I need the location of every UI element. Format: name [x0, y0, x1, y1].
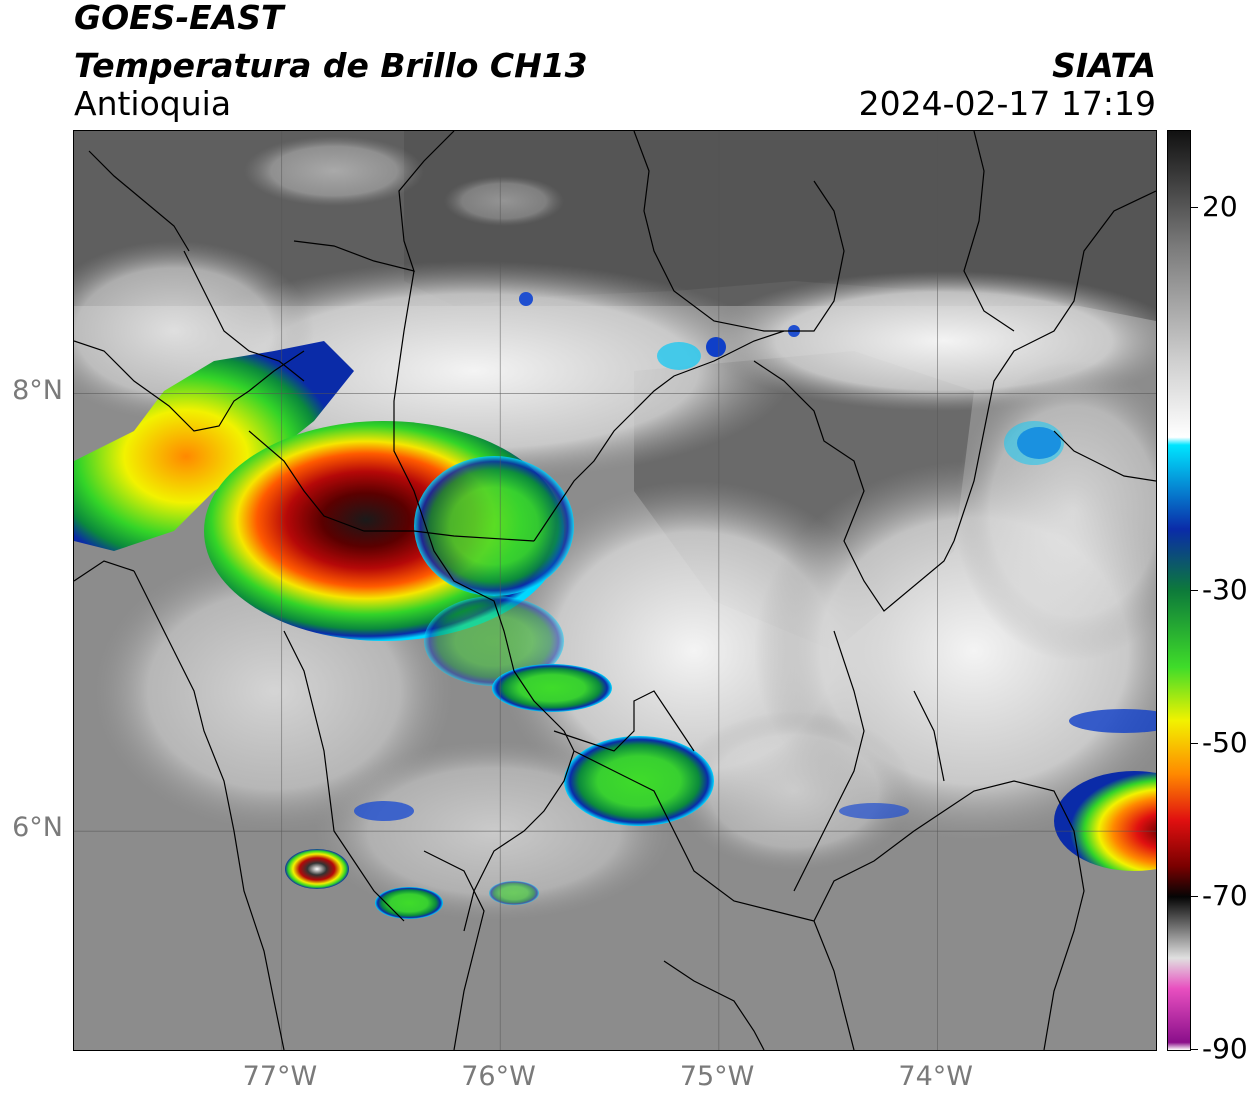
datetime-label: 2024-02-17 17:19: [858, 84, 1156, 123]
gridlines: [74, 131, 1156, 1050]
colorbar-tick-label: -90: [1202, 1032, 1248, 1065]
colorbar-tick-mark: [1190, 1049, 1198, 1050]
colorbar-tick-label: -30: [1202, 572, 1248, 606]
lon-tick-label: 77°W: [242, 1061, 318, 1092]
lon-tick-label: 75°W: [679, 1061, 755, 1092]
colorbar-tick-label: -70: [1202, 878, 1248, 912]
map-canvas: [74, 131, 1156, 1050]
satellite-map: [73, 130, 1157, 1051]
region-title: Antioquia: [74, 84, 232, 123]
lat-tick-label: 8°N: [12, 374, 63, 406]
colorbar-tick-label: -50: [1202, 725, 1248, 759]
brand-label: SIATA: [1052, 46, 1156, 85]
storm-cell-central: [564, 736, 714, 826]
colorbar-tick-label: 20: [1202, 189, 1238, 223]
lon-tick-label: 76°W: [461, 1061, 536, 1092]
lon-tick-label: 74°W: [898, 1061, 973, 1092]
storm-cell-east: [1054, 771, 1156, 871]
lat-tick-label: 6°N: [12, 812, 63, 844]
colorbar: [1167, 130, 1191, 1051]
storm-cell-band: [492, 664, 612, 712]
colorbar-tick-mark: [1190, 589, 1198, 591]
political-borders: [74, 131, 1156, 1050]
colorbar-tick-mark: [1190, 206, 1198, 208]
colorbar-tick-mark: [1190, 895, 1198, 897]
colorbar-tick-mark: [1190, 742, 1198, 744]
storm-cell-hot-core: [285, 849, 349, 889]
product-title: Temperatura de Brillo CH13: [74, 46, 588, 85]
satellite-title: GOES-EAST: [74, 0, 284, 37]
